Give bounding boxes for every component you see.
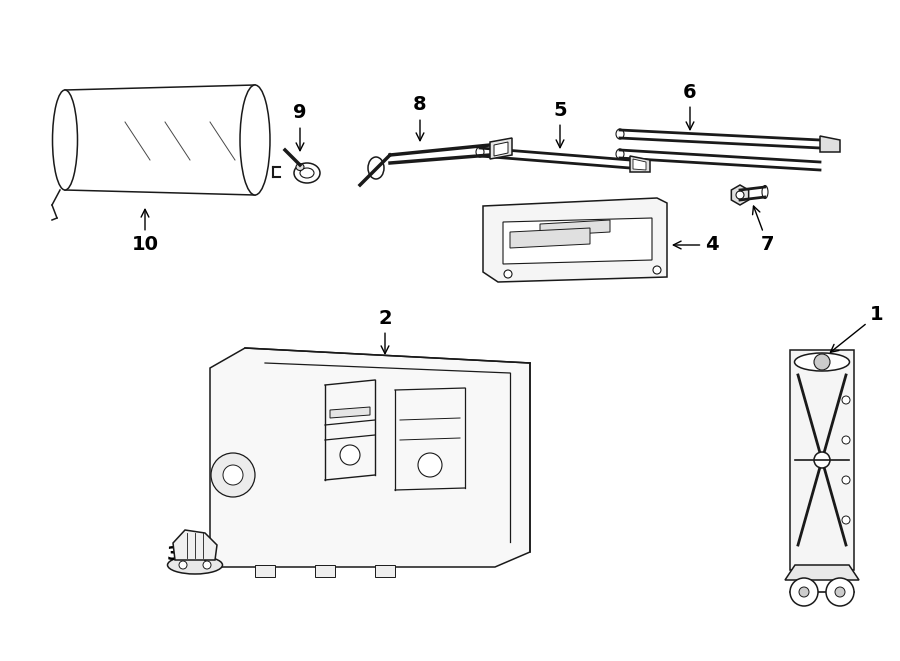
Circle shape bbox=[842, 396, 850, 404]
Ellipse shape bbox=[795, 353, 850, 371]
Circle shape bbox=[504, 270, 512, 278]
Circle shape bbox=[211, 453, 255, 497]
Circle shape bbox=[842, 436, 850, 444]
Circle shape bbox=[790, 578, 818, 606]
Ellipse shape bbox=[300, 168, 314, 178]
Text: 7: 7 bbox=[752, 206, 775, 254]
Text: 3: 3 bbox=[166, 545, 212, 564]
Circle shape bbox=[223, 465, 243, 485]
Circle shape bbox=[826, 578, 854, 606]
Circle shape bbox=[179, 561, 187, 569]
Ellipse shape bbox=[616, 129, 624, 139]
Text: 5: 5 bbox=[554, 100, 567, 147]
Polygon shape bbox=[375, 565, 395, 577]
Polygon shape bbox=[483, 198, 667, 282]
Polygon shape bbox=[255, 565, 275, 577]
Polygon shape bbox=[820, 136, 840, 152]
Text: 8: 8 bbox=[413, 95, 427, 141]
Circle shape bbox=[736, 191, 744, 199]
Ellipse shape bbox=[296, 163, 304, 171]
Polygon shape bbox=[785, 565, 859, 580]
Circle shape bbox=[799, 587, 809, 597]
Polygon shape bbox=[732, 185, 749, 205]
Circle shape bbox=[418, 453, 442, 477]
Circle shape bbox=[842, 476, 850, 484]
Circle shape bbox=[340, 445, 360, 465]
Ellipse shape bbox=[167, 556, 222, 574]
Ellipse shape bbox=[240, 85, 270, 195]
Text: 10: 10 bbox=[131, 210, 158, 254]
Circle shape bbox=[814, 354, 830, 370]
Polygon shape bbox=[630, 156, 650, 172]
Polygon shape bbox=[330, 407, 370, 418]
Polygon shape bbox=[173, 530, 217, 560]
Ellipse shape bbox=[762, 186, 768, 198]
Text: 2: 2 bbox=[378, 309, 392, 354]
Polygon shape bbox=[490, 138, 512, 159]
Ellipse shape bbox=[616, 149, 624, 159]
Text: 4: 4 bbox=[673, 235, 719, 254]
Text: 6: 6 bbox=[683, 83, 697, 130]
Ellipse shape bbox=[52, 90, 77, 190]
Circle shape bbox=[835, 587, 845, 597]
Circle shape bbox=[203, 561, 211, 569]
Polygon shape bbox=[503, 218, 652, 264]
Ellipse shape bbox=[294, 163, 320, 183]
Text: 1: 1 bbox=[831, 305, 884, 352]
Text: 9: 9 bbox=[293, 104, 307, 151]
Polygon shape bbox=[790, 350, 854, 570]
Circle shape bbox=[814, 452, 830, 468]
Circle shape bbox=[653, 266, 661, 274]
Polygon shape bbox=[210, 348, 530, 567]
Circle shape bbox=[842, 516, 850, 524]
Ellipse shape bbox=[476, 147, 484, 157]
Ellipse shape bbox=[368, 157, 384, 179]
Polygon shape bbox=[315, 565, 335, 577]
Polygon shape bbox=[510, 228, 590, 248]
Polygon shape bbox=[540, 220, 610, 236]
Polygon shape bbox=[633, 159, 646, 170]
Polygon shape bbox=[494, 142, 508, 156]
